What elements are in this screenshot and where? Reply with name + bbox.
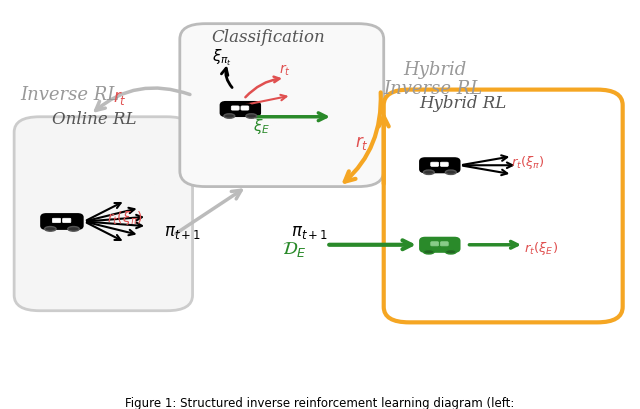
- Text: $\xi_E$: $\xi_E$: [253, 117, 270, 136]
- Text: $r_t$: $r_t$: [355, 133, 369, 151]
- FancyBboxPatch shape: [52, 219, 61, 223]
- Text: Figure 1: Structured inverse reinforcement learning diagram (left:: Figure 1: Structured inverse reinforceme…: [125, 396, 515, 409]
- FancyBboxPatch shape: [440, 163, 448, 167]
- Text: $r_t$: $r_t$: [278, 62, 291, 77]
- Text: Inverse RL: Inverse RL: [384, 80, 483, 98]
- Text: $r_t(\xi_E)$: $r_t(\xi_E)$: [524, 239, 558, 256]
- FancyBboxPatch shape: [41, 215, 83, 229]
- FancyBboxPatch shape: [431, 242, 438, 246]
- FancyBboxPatch shape: [180, 25, 384, 187]
- FancyBboxPatch shape: [420, 238, 460, 252]
- FancyBboxPatch shape: [429, 240, 451, 247]
- Text: $\mathcal{D}_E$: $\mathcal{D}_E$: [282, 239, 307, 258]
- Text: Online RL: Online RL: [52, 110, 137, 127]
- Text: $r_t$: $r_t$: [113, 89, 127, 107]
- Ellipse shape: [423, 250, 434, 254]
- Text: $\pi_{t+1}$: $\pi_{t+1}$: [291, 224, 328, 240]
- FancyBboxPatch shape: [420, 159, 460, 173]
- FancyBboxPatch shape: [51, 217, 74, 224]
- Ellipse shape: [224, 115, 235, 119]
- FancyBboxPatch shape: [230, 105, 251, 112]
- FancyBboxPatch shape: [431, 163, 438, 167]
- Ellipse shape: [68, 227, 79, 231]
- Ellipse shape: [423, 171, 434, 175]
- FancyBboxPatch shape: [384, 90, 623, 323]
- Text: $\xi_{\pi_t}$: $\xi_{\pi_t}$: [212, 47, 232, 68]
- Ellipse shape: [45, 227, 56, 231]
- Text: $r_t(\xi_\pi)$: $r_t(\xi_\pi)$: [511, 154, 545, 171]
- FancyBboxPatch shape: [221, 103, 260, 117]
- Text: Classification: Classification: [212, 29, 325, 46]
- Ellipse shape: [445, 171, 456, 175]
- Text: $r_t(\xi_\pi)$: $r_t(\xi_\pi)$: [106, 209, 142, 227]
- FancyBboxPatch shape: [440, 242, 448, 246]
- Ellipse shape: [246, 115, 257, 119]
- FancyBboxPatch shape: [231, 107, 239, 111]
- Text: Hybrid RL: Hybrid RL: [419, 95, 506, 112]
- FancyBboxPatch shape: [241, 107, 249, 111]
- Text: $\pi_{t+1}$: $\pi_{t+1}$: [164, 224, 201, 240]
- Text: Hybrid: Hybrid: [403, 61, 466, 79]
- FancyBboxPatch shape: [63, 219, 71, 223]
- FancyBboxPatch shape: [429, 161, 451, 168]
- FancyBboxPatch shape: [14, 117, 193, 311]
- Text: Inverse RL: Inverse RL: [20, 86, 120, 104]
- Ellipse shape: [445, 250, 456, 254]
